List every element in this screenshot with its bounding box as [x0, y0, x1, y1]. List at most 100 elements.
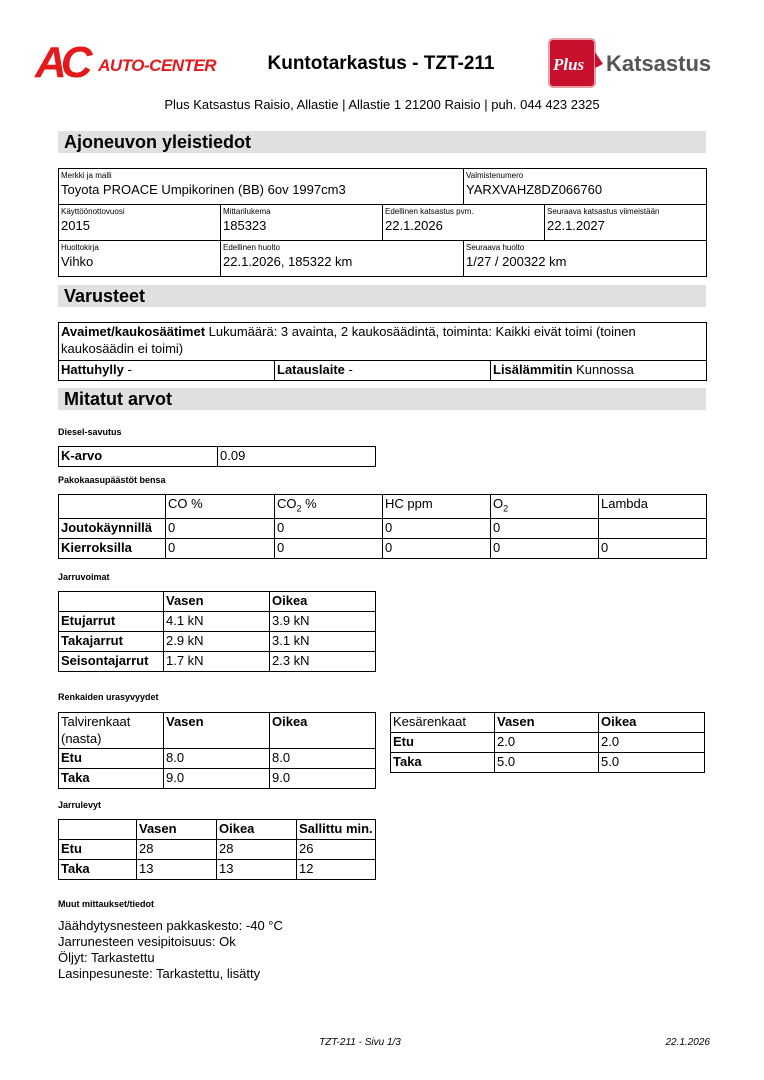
- header-cell: [58, 591, 164, 612]
- equipment-table: Avaimet/kaukosäätimet Lukumäärä: 3 avain…: [57, 322, 708, 381]
- equipment-value: Kunnossa: [576, 362, 634, 377]
- table-row: Avaimet/kaukosäätimet Lukumäärä: 3 avain…: [57, 322, 708, 361]
- equipment-label: Hattuhylly: [61, 362, 124, 377]
- header-cell: Vasen: [163, 591, 270, 612]
- row-label: Taka: [58, 768, 164, 789]
- equipment-value: -: [348, 362, 353, 377]
- svg-text:Plus: Plus: [552, 55, 585, 74]
- cell-value: 28: [136, 839, 217, 860]
- info-cell: Valmistenumero YARXVAHZ8DZ066760: [463, 168, 707, 205]
- cell-value: 2.0: [598, 732, 705, 753]
- header-cell: Oikea: [269, 591, 376, 612]
- field-value: 22.1.2026: [385, 218, 443, 233]
- cell-value: 28: [216, 839, 297, 860]
- equipment-label: Latauslaite: [277, 362, 345, 377]
- cell-value: 0: [490, 537, 599, 559]
- other-measurements: Jäähdytysnesteen pakkaskesto: -40 °C Jar…: [58, 918, 283, 982]
- row-label: Etu: [58, 748, 164, 769]
- cell-value: 8.0: [163, 748, 270, 769]
- other-line: Jäähdytysnesteen pakkaskesto: -40 °C: [58, 918, 283, 933]
- cell-value: 2.9 kN: [163, 631, 270, 652]
- cell-value: 0: [490, 517, 599, 539]
- header-cell: Oikea: [216, 819, 297, 840]
- table-row: Taka 13 13 12: [58, 859, 376, 880]
- row-label: Etu: [58, 839, 137, 860]
- cell-value: [598, 517, 707, 539]
- cell-value: 26: [296, 839, 376, 860]
- header-cell: CO %: [165, 494, 275, 519]
- equipment-value: -: [127, 362, 132, 377]
- table-row: Taka 9.0 9.0: [58, 768, 376, 789]
- info-cell: Edellinen katsastus pvm. 22.1.2026: [382, 204, 545, 241]
- field-value: YARXVAHZ8DZ066760: [466, 182, 603, 197]
- header-cell: Lambda: [598, 494, 707, 519]
- field-label: Käyttöönottovuosi: [61, 207, 125, 216]
- header-cell: O|2|: [490, 494, 599, 519]
- diesel-table: K-arvo 0.09: [58, 446, 376, 467]
- field-label: Edellinen katsastus pvm.: [385, 207, 474, 216]
- field-value: Toyota PROACE Umpikorinen (BB) 6ov 1997c…: [61, 182, 346, 197]
- emissions-title: Pakokaasupäästöt bensa: [58, 475, 166, 485]
- cell-value: 0: [382, 517, 491, 539]
- address-line: Plus Katsastus Raisio, Allastie | Allast…: [164, 97, 600, 112]
- field-value: 1/27 / 200322 km: [466, 254, 567, 269]
- row-label: K-arvo: [58, 446, 218, 467]
- cell-value: 1.7 kN: [163, 651, 270, 672]
- other-line: Lasinpesuneste: Tarkastettu, lisätty: [58, 966, 261, 981]
- field-value: 185323: [223, 218, 267, 233]
- table-row: Huoltokirja Vihko Edellinen huolto 22.1.202…: [58, 240, 707, 277]
- equipment-label: Lisälämmitin: [493, 362, 573, 377]
- header-cell: Kesärenkaat: [390, 712, 495, 733]
- row-label: Takajarrut: [58, 631, 164, 652]
- summer-tyres-table: Kesärenkaat Vasen Oikea Etu 2.0 2.0 Taka 5.0 5.0: [390, 712, 705, 773]
- equipment-item: Latauslaite -: [274, 360, 491, 381]
- field-value: 22.1.2027: [547, 218, 605, 233]
- header-cell: [58, 494, 166, 519]
- row-label: Joutokäynnillä: [58, 517, 166, 539]
- cell-value: 2.3 kN: [269, 651, 376, 672]
- field-label: Seuraava huolto: [466, 243, 525, 252]
- info-cell: Huoltokirja Vihko: [58, 240, 221, 277]
- brakes-table: Vasen Oikea Etujarrut 4.1 kN 3.9 kN Takajarru…: [58, 591, 376, 672]
- table-row: Etu 2.0 2.0: [390, 732, 705, 753]
- info-cell: Käyttöönottovuosi 2015: [58, 204, 221, 241]
- cell-value: 12: [296, 859, 376, 880]
- header-cell: Oikea: [598, 712, 705, 733]
- header-cell: HC ppm: [382, 494, 491, 519]
- table-header-row: Vasen Oikea: [58, 591, 376, 612]
- cell-value: 0: [274, 517, 383, 539]
- header-cell: Oikea: [269, 712, 376, 749]
- field-label: Huoltokirja: [61, 243, 99, 252]
- vehicle-info-table: Merkki ja malli Toyota PROACE Umpikorinen…: [58, 168, 707, 277]
- table-row: K-arvo 0.09: [58, 446, 376, 467]
- info-cell: Edellinen huolto 22.1.2026, 185322 km: [220, 240, 464, 277]
- table-row: Takajarrut 2.9 kN 3.1 kN: [58, 631, 376, 652]
- table-row: Joutokäynnillä 0 0 0 0: [58, 517, 707, 539]
- header-cell: [58, 819, 137, 840]
- keys-label: Avaimet/kaukosäätimet: [61, 324, 206, 339]
- emissions-table: CO %CO|2| %HC ppmO|2|LambdaJoutokäynnill…: [58, 494, 707, 559]
- equipment-item: Hattuhylly -: [58, 360, 275, 381]
- field-label: Merkki ja malli: [61, 171, 112, 180]
- header-cell: Vasen: [494, 712, 599, 733]
- cell-value: 13: [216, 859, 297, 880]
- other-line: Öljyt: Tarkastettu: [58, 950, 155, 965]
- info-cell: Seuraava katsastus viimeistään 22.1.2027: [544, 204, 707, 241]
- table-row: Taka 5.0 5.0: [390, 752, 705, 773]
- field-value: Vihko: [61, 254, 94, 269]
- cell-value: 2.0: [494, 732, 599, 753]
- cell-value: 5.0: [494, 752, 599, 773]
- keys-value: Lukumäärä: 3 avainta, 2 kaukosäädintä, t…: [61, 324, 636, 356]
- plus-katsastus-logo: Plus Katsastus: [548, 38, 728, 93]
- row-label: Taka: [390, 752, 495, 773]
- section-header-measured: Mitatut arvot: [58, 388, 706, 410]
- cell-value: 0: [165, 537, 275, 559]
- info-cell: Seuraava huolto 1/27 / 200322 km: [463, 240, 707, 277]
- document-title: Kuntotarkastus - TZT-211: [267, 53, 495, 74]
- row-label: Seisontajarrut: [58, 651, 164, 672]
- header-cell: Sallittu min.: [296, 819, 376, 840]
- other-title: Muut mittaukset/tiedot: [58, 899, 154, 909]
- table-row: Etujarrut 4.1 kN 3.9 kN: [58, 611, 376, 632]
- row-label: Kierroksilla: [58, 537, 166, 559]
- auto-center-logo: AC AUTO-CENTER: [35, 38, 217, 87]
